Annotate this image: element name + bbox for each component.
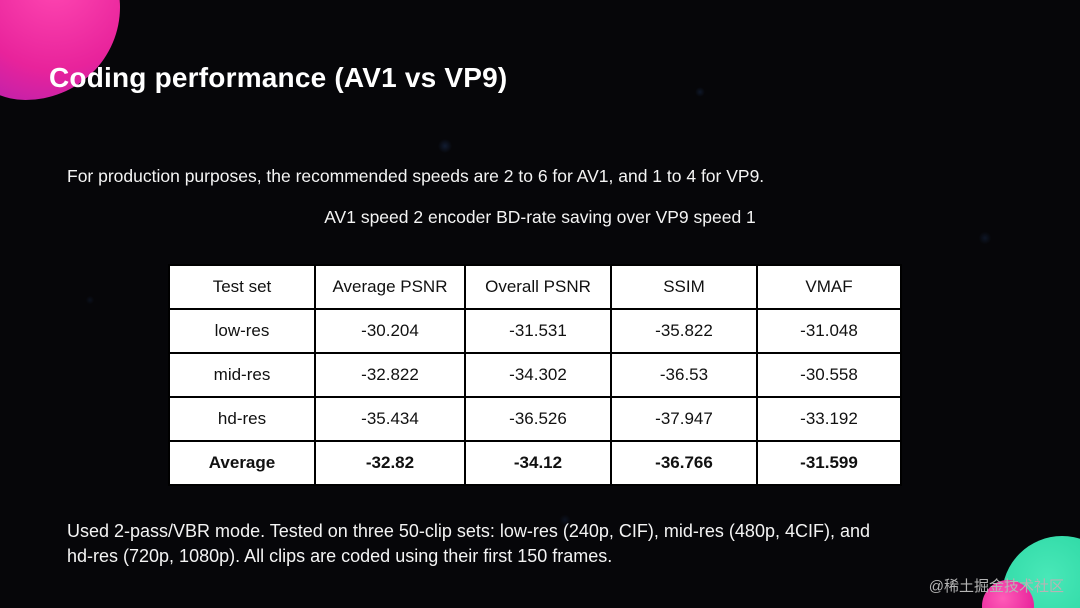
table-row: mid-res -32.822 -34.302 -36.53 -30.558	[168, 352, 902, 398]
table-cell: -34.302	[464, 352, 612, 398]
table-cell: -37.947	[610, 396, 758, 442]
table-cell: -31.048	[756, 308, 902, 354]
table-cell: -35.822	[610, 308, 758, 354]
table-cell: low-res	[168, 308, 316, 354]
bd-rate-table: Test set Average PSNR Overall PSNR SSIM …	[168, 264, 902, 486]
table-row-average: Average -32.82 -34.12 -36.766 -31.599	[168, 440, 902, 486]
table-header-row: Test set Average PSNR Overall PSNR SSIM …	[168, 264, 902, 310]
table-cell: -36.526	[464, 396, 612, 442]
slide-title: Coding performance (AV1 vs VP9)	[49, 62, 508, 93]
table-header-cell: Average PSNR	[314, 264, 466, 310]
table-row: low-res -30.204 -31.531 -35.822 -31.048	[168, 308, 902, 354]
table-cell: -32.82	[314, 440, 466, 486]
table-header-cell: Test set	[168, 264, 316, 310]
footnote: Used 2-pass/VBR mode. Tested on three 50…	[67, 519, 870, 569]
bd-rate-table-container: Test set Average PSNR Overall PSNR SSIM …	[168, 264, 902, 486]
table-cell: -33.192	[756, 396, 902, 442]
table-header-cell: Overall PSNR	[464, 264, 612, 310]
table-header-cell: SSIM	[610, 264, 758, 310]
table-header-cell: VMAF	[756, 264, 902, 310]
table-cell: -34.12	[464, 440, 612, 486]
table-cell: -35.434	[314, 396, 466, 442]
table-cell: -30.204	[314, 308, 466, 354]
watermark-text: @稀土掘金技术社区	[928, 578, 1064, 595]
table-cell: Average	[168, 440, 316, 486]
table-cell: -36.766	[610, 440, 758, 486]
table-cell: -30.558	[756, 352, 902, 398]
table-cell: -36.53	[610, 352, 758, 398]
table-cell: mid-res	[168, 352, 316, 398]
intro-text: For production purposes, the recommended…	[67, 166, 765, 186]
table-caption: AV1 speed 2 encoder BD-rate saving over …	[324, 207, 756, 227]
table-cell: hd-res	[168, 396, 316, 442]
table-cell: -31.599	[756, 440, 902, 486]
footnote-line-2: hd-res (720p, 1080p). All clips are code…	[67, 546, 613, 566]
footnote-line-1: Used 2-pass/VBR mode. Tested on three 50…	[67, 521, 871, 541]
table-row: hd-res -35.434 -36.526 -37.947 -33.192	[168, 396, 902, 442]
table-cell: -31.531	[464, 308, 612, 354]
table-cell: -32.822	[314, 352, 466, 398]
